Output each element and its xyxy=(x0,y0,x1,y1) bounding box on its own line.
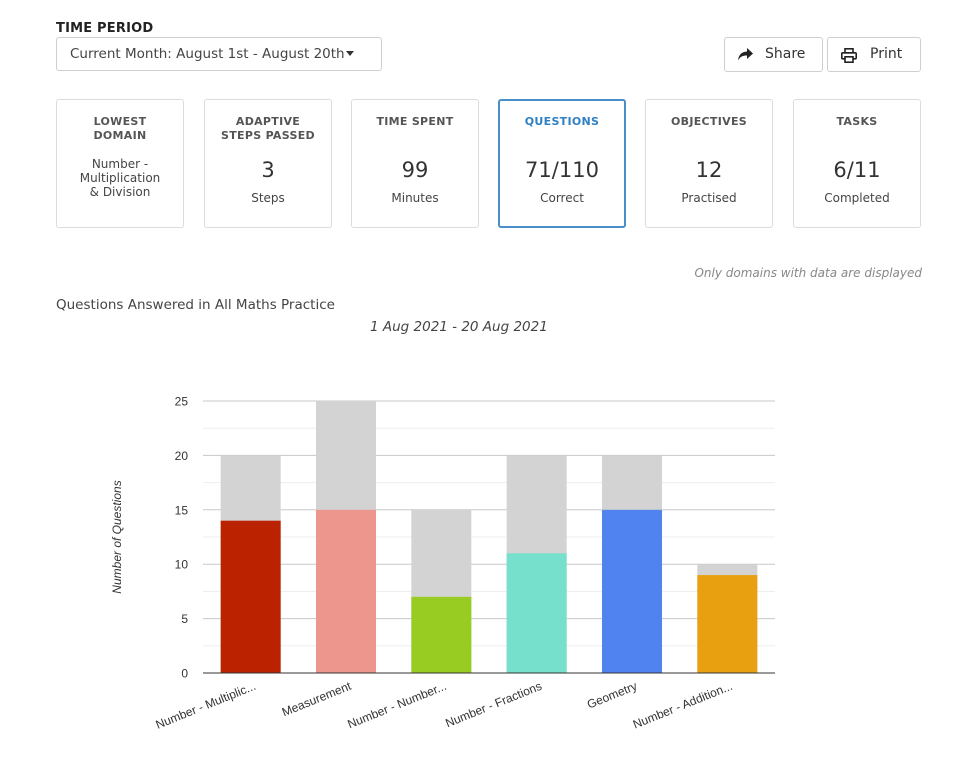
correct-bar xyxy=(316,509,376,673)
card-title: QUESTIONS xyxy=(524,115,600,128)
tasks-card: TASKS 6/11 Completed xyxy=(793,99,921,228)
card-subtitle: Completed xyxy=(824,191,890,205)
card-title: LOWEST DOMAIN xyxy=(93,115,147,142)
caret-down-icon xyxy=(345,50,354,56)
time-period-selected: Current Month: August 1st - August 20th xyxy=(70,46,345,62)
correct-bar xyxy=(602,509,662,673)
lowest-domain-card: LOWEST DOMAIN Number - Multiplication & Div… xyxy=(56,99,184,228)
x-tick-label: Number - Addition... xyxy=(631,679,735,732)
card-subtitle: Steps xyxy=(251,191,285,205)
adaptive-steps-card: ADAPTIVE STEPS PASSED 3 Steps xyxy=(204,99,332,228)
card-title: TASKS xyxy=(836,115,878,128)
y-tick-label: 20 xyxy=(175,449,189,463)
chart-heading: Questions Answered in All Maths Practice xyxy=(56,297,335,313)
card-value: 3 xyxy=(261,158,275,182)
x-tick-label: Number - Multiplic... xyxy=(154,679,258,732)
questions-card[interactable]: QUESTIONS 71/110 Correct xyxy=(498,99,626,228)
y-tick-label: 15 xyxy=(175,503,189,517)
card-subtitle: Correct xyxy=(540,191,584,205)
x-tick-label: Number - Number... xyxy=(346,679,449,731)
card-value: 12 xyxy=(695,158,723,182)
card-title: ADAPTIVE STEPS PASSED xyxy=(221,115,315,142)
x-tick-label: Number - Fractions xyxy=(443,679,543,730)
print-button[interactable]: Print xyxy=(827,37,921,72)
domains-note: Only domains with data are displayed xyxy=(694,266,922,280)
x-tick-label: Geometry xyxy=(585,679,639,712)
correct-bar xyxy=(506,553,567,673)
y-axis-title: Number of Questions xyxy=(110,480,124,593)
y-tick-label: 25 xyxy=(175,395,189,409)
time-period-label: TIME PERIOD xyxy=(56,21,154,36)
card-title: OBJECTIVES xyxy=(671,115,747,128)
card-value: 71/110 xyxy=(525,158,599,182)
card-value: 6/11 xyxy=(833,158,881,182)
y-tick-label: 10 xyxy=(175,558,189,572)
y-tick-label: 5 xyxy=(181,612,188,626)
card-subtitle: Practised xyxy=(681,191,737,205)
card-value: Number - Multiplication & Division xyxy=(79,157,161,199)
correct-bar xyxy=(220,520,281,673)
x-tick-label: Measurement xyxy=(280,679,354,720)
time-spent-card: TIME SPENT 99 Minutes xyxy=(351,99,479,228)
objectives-card: OBJECTIVES 12 Practised xyxy=(645,99,773,228)
card-title: TIME SPENT xyxy=(376,115,454,128)
print-label: Print xyxy=(870,46,903,62)
card-value: 99 xyxy=(401,158,429,182)
share-icon xyxy=(738,48,753,61)
card-subtitle: Minutes xyxy=(391,191,439,205)
printer-icon xyxy=(841,48,857,63)
correct-bar xyxy=(697,575,758,673)
time-period-dropdown[interactable]: Current Month: August 1st - August 20th xyxy=(56,37,382,71)
chart-title: 1 Aug 2021 - 20 Aug 2021 xyxy=(370,319,548,335)
share-label: Share xyxy=(765,46,806,62)
y-tick-label: 0 xyxy=(181,667,188,681)
share-button[interactable]: Share xyxy=(724,37,823,72)
correct-bar xyxy=(411,596,472,673)
